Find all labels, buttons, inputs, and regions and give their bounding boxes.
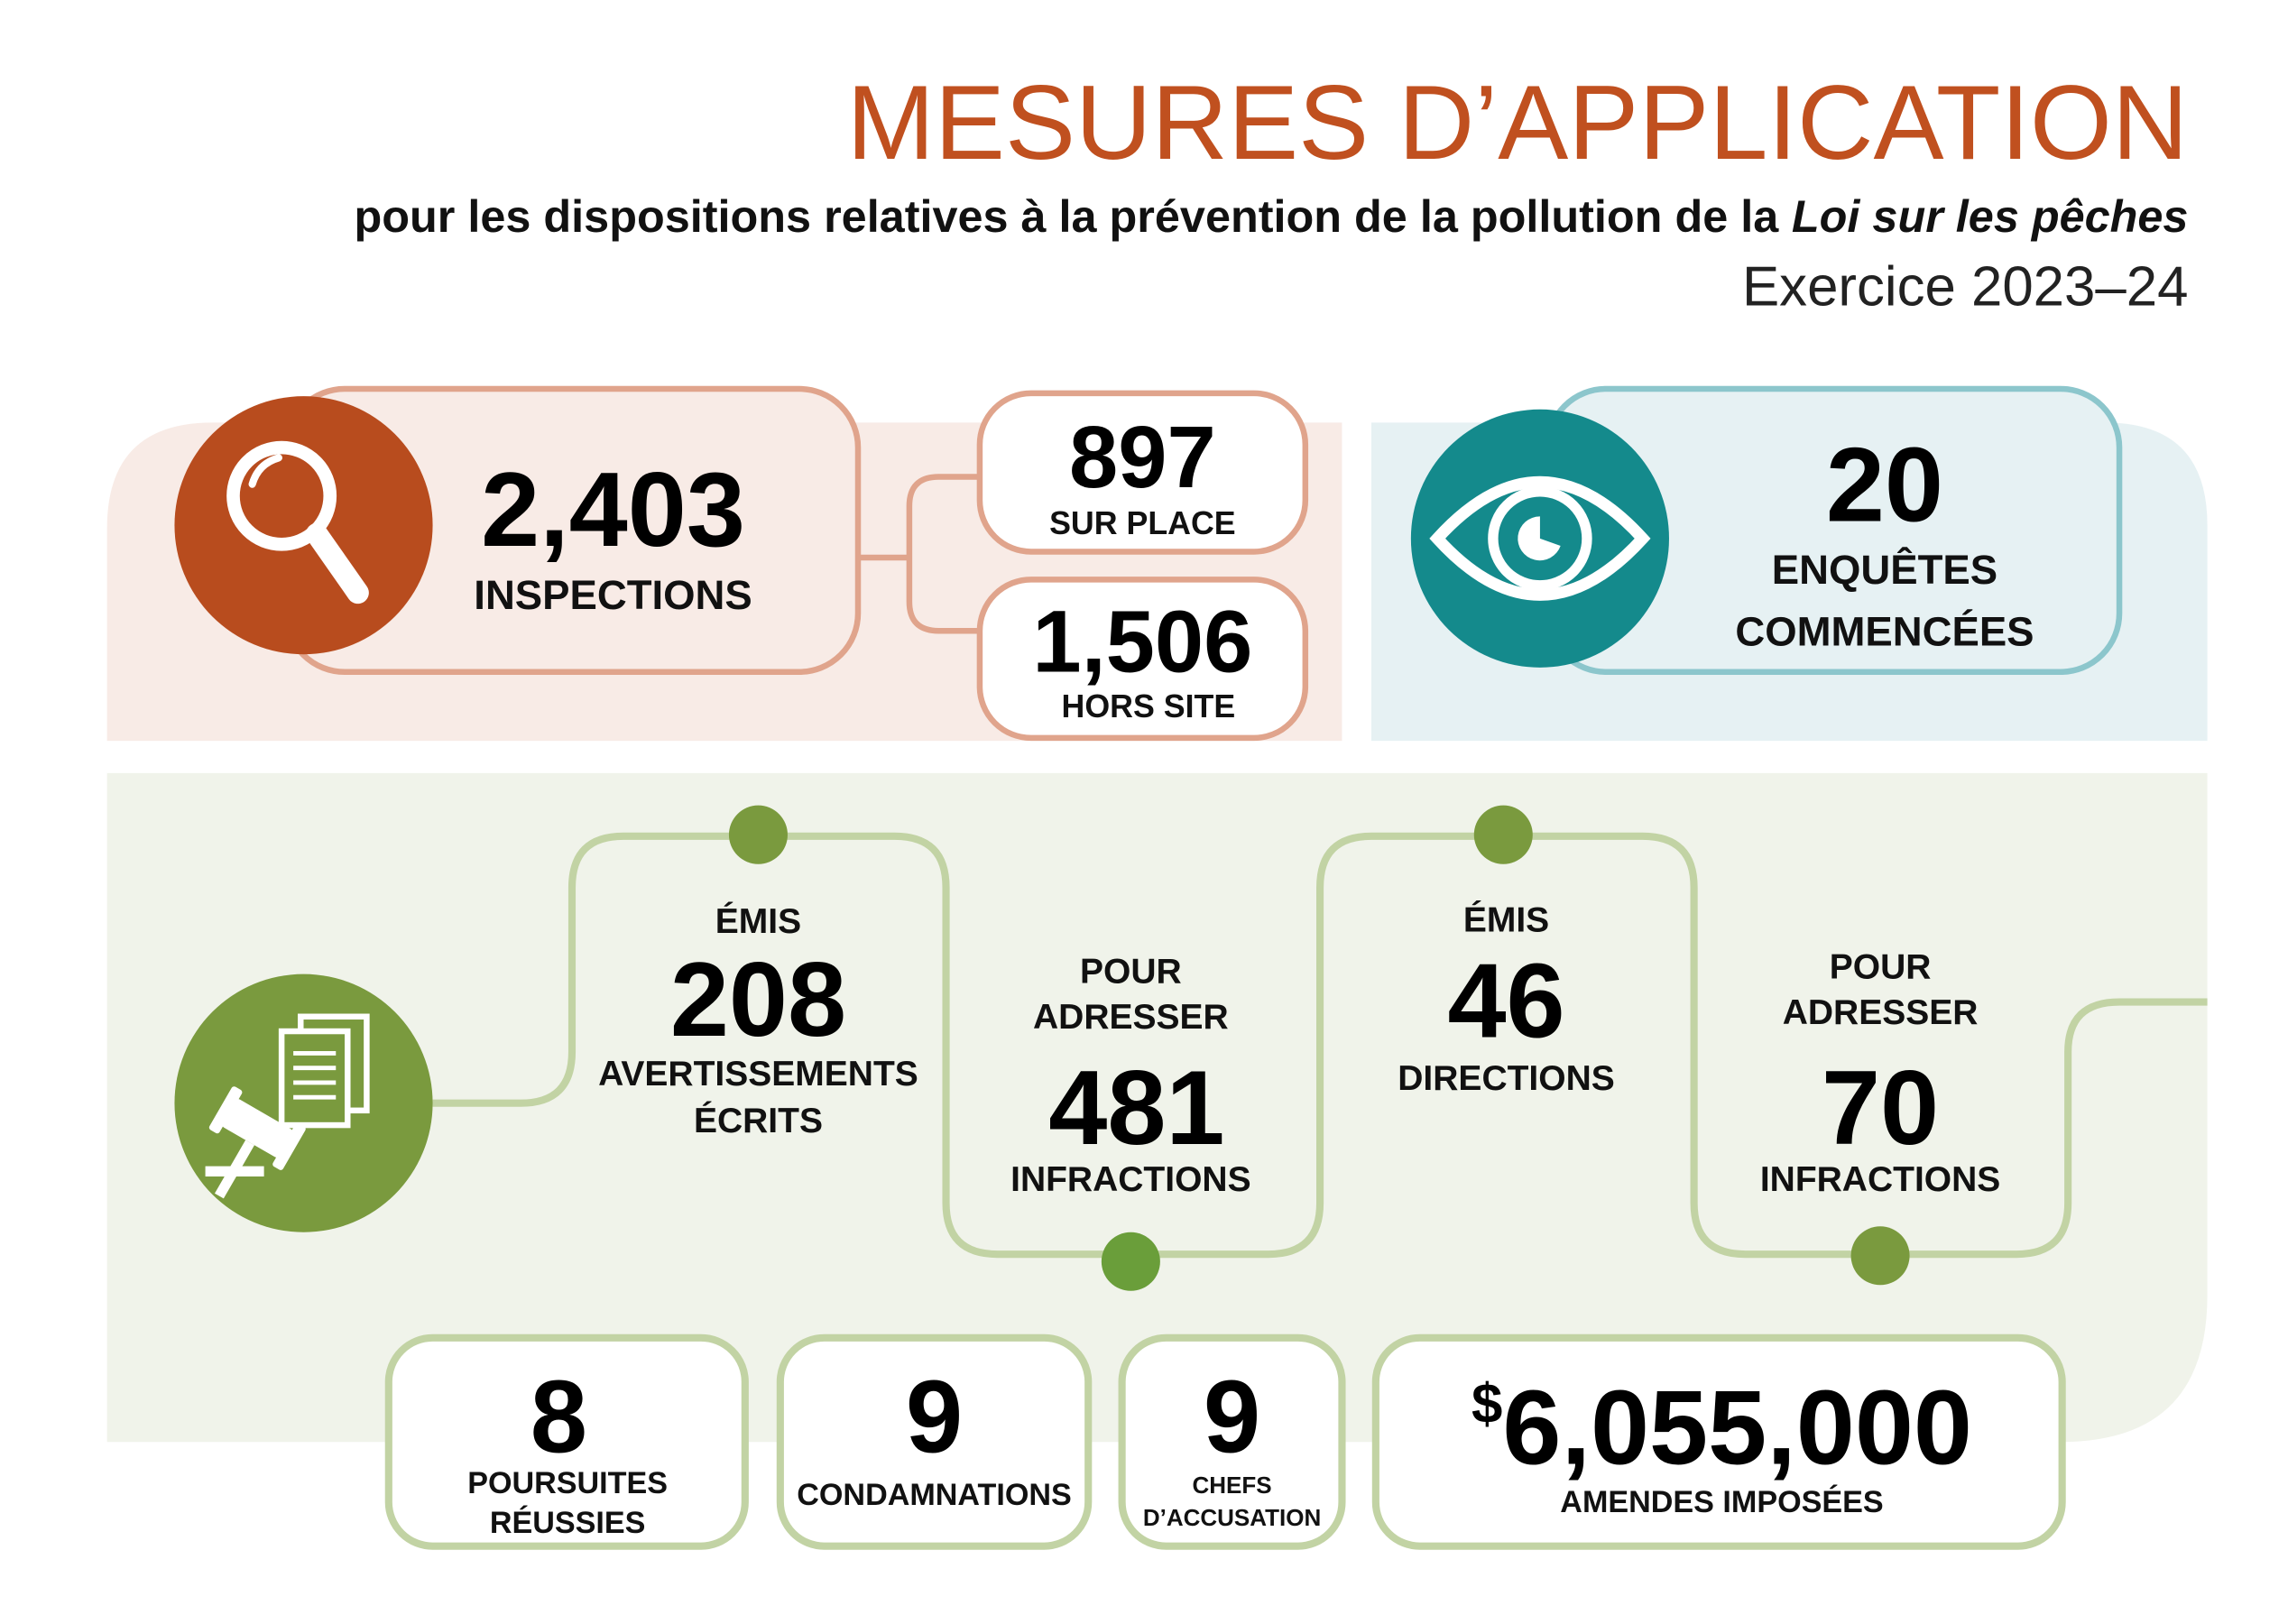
outcome-value: 9: [1204, 1361, 1260, 1475]
off-site-value: 1,506: [1032, 593, 1252, 691]
flow-line: [432, 832, 2208, 1259]
flow-dot: [1850, 1226, 1910, 1286]
subtitle-italic: Loi sur les pêches: [1792, 190, 2189, 242]
direction-infractions-prefix: POUR: [1830, 948, 1932, 987]
fines-amount: $6,055,000: [1472, 1369, 1972, 1487]
on-site-box: [976, 390, 1309, 555]
warning-infractions-prefix: ADRESSER: [1033, 998, 1229, 1037]
investigations-label: COMMENCÉES: [1735, 608, 2034, 654]
directions-label: DIRECTIONS: [1398, 1059, 1615, 1098]
warnings-prefix: ÉMIS: [715, 901, 801, 941]
direction-infractions-label: INFRACTIONS: [1760, 1160, 2001, 1199]
title: MESURES D’APPLICATION: [846, 63, 2188, 181]
inspections-label: INSPECTIONS: [474, 572, 752, 618]
off-site-label: HORS SITE: [1062, 688, 1236, 724]
outcome-box: [1118, 1333, 1346, 1550]
inspection-icon-bg: [174, 396, 433, 655]
outcome-box: [384, 1333, 749, 1550]
flow-dot: [1473, 805, 1533, 864]
flow-dot: [728, 805, 788, 864]
direction-infractions-value: 70: [1822, 1048, 1939, 1167]
warnings-label: ÉCRITS: [694, 1101, 823, 1140]
outcome-label: CHEFS: [1192, 1472, 1271, 1499]
outcome-box: [776, 1333, 1093, 1550]
outcome-label: AMENDES IMPOSÉES: [1560, 1485, 1883, 1519]
investigations-value: 20: [1826, 425, 1943, 543]
direction-infractions-prefix: ADRESSER: [1783, 993, 1979, 1032]
outcome-label: D’ACCUSATION: [1143, 1504, 1321, 1531]
flow-dot: [1101, 1232, 1160, 1291]
warnings-value: 208: [670, 940, 846, 1058]
eye-icon: [1429, 475, 1651, 601]
on-site-label: SUR PLACE: [1049, 505, 1236, 541]
directions-prefix: ÉMIS: [1463, 900, 1549, 939]
connector: [858, 474, 980, 634]
subtitle: pour les dispositions relatives à la pré…: [354, 190, 2188, 242]
inspections-total: 2,403: [481, 450, 745, 568]
on-site-value: 897: [1069, 408, 1216, 506]
subtitle-text: pour les dispositions relatives à la pré…: [354, 190, 1779, 242]
warning-infractions-value: 481: [1048, 1048, 1224, 1167]
investigations-label: ENQUÊTES: [1772, 546, 1997, 593]
warning-infractions-label: INFRACTIONS: [1010, 1160, 1251, 1199]
outcome-value: 9: [906, 1361, 963, 1475]
outcome-box: [1371, 1333, 2066, 1550]
outcome-label: RÉUSSIES: [490, 1506, 646, 1540]
off-site-box: [976, 577, 1309, 742]
warnings-label: AVERTISSEMENTS: [598, 1055, 918, 1093]
warning-infractions-prefix: POUR: [1080, 952, 1182, 991]
outcome-value: 6,055,000: [1502, 1369, 1972, 1487]
outcome-value: 8: [530, 1361, 587, 1475]
compliance-panel: [106, 772, 2208, 1443]
outcome-label: POURSUITES: [467, 1466, 668, 1500]
currency: $: [1472, 1373, 1502, 1435]
period: Exercice 2023–24: [1742, 255, 2188, 318]
outcome-label: CONDAMNATIONS: [797, 1478, 1072, 1512]
directions-value: 46: [1447, 942, 1564, 1060]
gavel-docs-icon: [205, 1013, 370, 1199]
magnifier-icon: [226, 440, 369, 604]
